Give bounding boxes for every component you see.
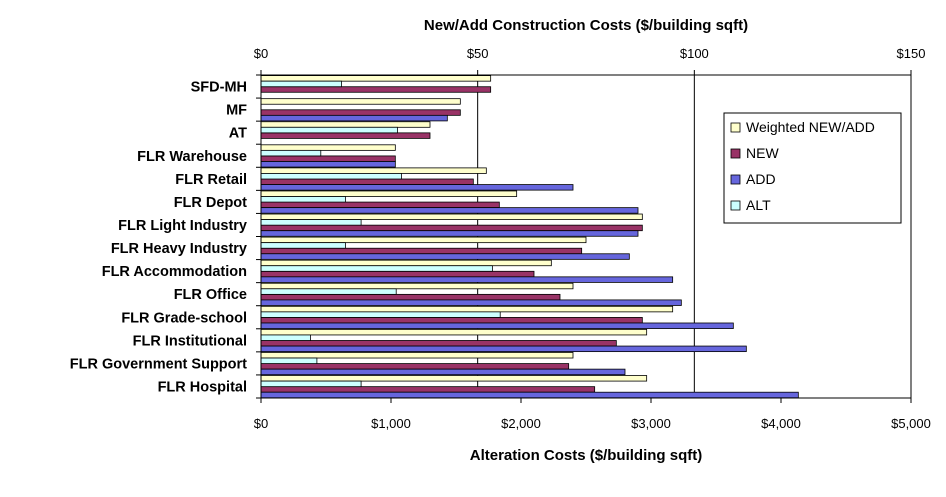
bar-add-flr-institutional — [260, 345, 747, 353]
category-label-flr-heavy-industry: FLR Heavy Industry — [111, 241, 247, 257]
bar-add-flr-warehouse — [260, 161, 396, 168]
category-label-flr-hospital: FLR Hospital — [158, 379, 247, 395]
category-label-flr-institutional: FLR Institutional — [133, 333, 247, 349]
chart-title-top-axis: New/Add Construction Costs ($/building s… — [424, 17, 748, 34]
bar-new-flr-institutional — [260, 340, 617, 347]
bar-weighted-new-add-flr-office — [260, 282, 574, 290]
bar-alt-at — [260, 126, 398, 134]
category-label-flr-warehouse: FLR Warehouse — [137, 149, 247, 165]
bar-weighted-new-add-flr-heavy-industry — [260, 236, 587, 244]
category-label-mf: MF — [226, 103, 247, 119]
top-tick-label: $100 — [680, 46, 709, 61]
bar-alt-flr-warehouse — [260, 149, 322, 157]
bar-new-flr-retail — [260, 178, 474, 185]
bar-add-flr-retail — [260, 184, 574, 191]
category-label-flr-depot: FLR Depot — [174, 195, 247, 211]
bar-alt-flr-heavy-industry — [260, 242, 346, 249]
legend: Weighted NEW/ADD NEW ADD ALT — [723, 112, 902, 224]
bar-alt-flr-grade-school — [260, 311, 501, 318]
legend-label-new: NEW — [746, 145, 779, 161]
bar-weighted-new-add-sfd-mh — [260, 75, 492, 82]
top-axis-ticks: $0 $50 $100 $150 — [254, 46, 926, 75]
bottom-tick-label: $3,000 — [631, 416, 671, 431]
legend-label-weighted-new-add: Weighted NEW/ADD — [746, 119, 875, 135]
bar-new-flr-depot — [260, 201, 500, 209]
bar-alt-flr-light-industry — [260, 219, 362, 226]
top-tick-label: $0 — [254, 46, 268, 61]
bar-alt-sfd-mh — [260, 80, 342, 88]
bar-add-flr-accommodation — [260, 276, 674, 283]
legend-swatch-add — [730, 174, 741, 185]
bar-new-at — [260, 132, 431, 139]
bottom-tick-label: $2,000 — [501, 416, 541, 431]
category-labels: SFD-MH MF AT FLR Warehouse FLR Retail FLR Dep… — [70, 80, 247, 396]
bar-new-flr-government-support — [260, 363, 570, 370]
bottom-tick-label: $5,000 — [891, 416, 931, 431]
bar-alt-flr-retail — [260, 173, 402, 180]
bar-new-flr-hospital — [260, 386, 596, 393]
x-axis-label-bottom: Alteration Costs ($/building sqft) — [470, 447, 703, 464]
legend-label-add: ADD — [746, 171, 776, 187]
bar-alt-flr-accommodation — [260, 265, 493, 272]
bar-new-flr-office — [260, 293, 561, 301]
category-label-flr-light-industry: FLR Light Industry — [118, 218, 247, 234]
bar-weighted-new-add-flr-retail — [260, 167, 487, 174]
bar-add-flr-grade-school — [260, 322, 734, 329]
bar-weighted-new-add-flr-institutional — [260, 328, 648, 336]
bar-add-flr-light-industry — [260, 230, 639, 237]
bar-add-flr-hospital — [260, 391, 799, 399]
bar-weighted-new-add-flr-light-industry — [260, 213, 643, 220]
bar-add-flr-office — [260, 299, 682, 306]
top-tick-label: $50 — [467, 46, 489, 61]
legend-box — [723, 112, 902, 224]
bar-add-flr-government-support — [260, 368, 626, 376]
axes — [256, 74, 911, 399]
category-label-flr-office: FLR Office — [174, 287, 247, 303]
bar-alt-flr-office — [260, 288, 397, 295]
top-tick-label: $150 — [897, 46, 926, 61]
bottom-tick-label: $0 — [254, 416, 268, 431]
bar-alt-flr-institutional — [260, 334, 311, 341]
bar-new-flr-heavy-industry — [260, 247, 583, 255]
bottom-tick-label: $1,000 — [371, 416, 411, 431]
bar-weighted-new-add-flr-warehouse — [260, 144, 396, 151]
legend-swatch-weighted-new-add — [730, 122, 741, 133]
category-label-flr-government-support: FLR Government Support — [70, 356, 247, 372]
bar-weighted-new-add-flr-accommodation — [260, 259, 552, 267]
bar-new-flr-grade-school — [260, 317, 643, 324]
bar-weighted-new-add-flr-government-support — [260, 352, 574, 359]
bar-weighted-new-add-flr-hospital — [260, 375, 648, 382]
bar-weighted-new-add-at — [260, 121, 431, 128]
legend-swatch-new — [730, 148, 741, 159]
bar-alt-flr-government-support — [260, 357, 318, 364]
bar-new-flr-warehouse — [260, 155, 396, 162]
bar-new-flr-accommodation — [260, 270, 535, 278]
bar-add-mf — [260, 114, 448, 122]
bar-new-sfd-mh — [260, 86, 492, 93]
bottom-axis-ticks: $0 $1,000 $2,000 $3,000 $4,000 $5,000 — [254, 398, 931, 431]
bar-alt-flr-depot — [260, 196, 346, 203]
bar-weighted-new-add-mf — [260, 98, 461, 105]
bar-weighted-new-add-flr-grade-school — [260, 305, 674, 313]
bar-add-flr-depot — [260, 207, 639, 214]
category-label-sfd-mh: SFD-MH — [191, 80, 247, 96]
category-label-flr-accommodation: FLR Accommodation — [102, 264, 247, 280]
category-label-at: AT — [229, 126, 247, 142]
bar-alt-flr-hospital — [260, 380, 362, 388]
legend-swatch-alt — [730, 200, 741, 211]
bars-group — [260, 75, 799, 399]
bar-new-flr-light-industry — [260, 224, 643, 232]
bar-new-mf — [260, 109, 461, 116]
bar-weighted-new-add-flr-depot — [260, 190, 518, 197]
category-label-flr-retail: FLR Retail — [175, 172, 247, 188]
legend-label-alt: ALT — [746, 197, 771, 213]
bottom-tick-label: $4,000 — [761, 416, 801, 431]
category-label-flr-grade-school: FLR Grade-school — [121, 310, 247, 326]
bar-add-flr-heavy-industry — [260, 253, 630, 260]
